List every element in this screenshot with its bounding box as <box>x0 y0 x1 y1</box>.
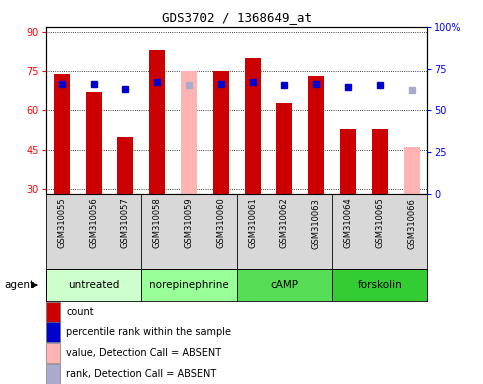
Text: GSM310058: GSM310058 <box>153 198 162 248</box>
Bar <box>46 323 60 342</box>
Bar <box>46 364 60 384</box>
Text: GSM310062: GSM310062 <box>280 198 289 248</box>
Bar <box>372 129 388 194</box>
Text: norepinephrine: norepinephrine <box>149 280 229 290</box>
Text: cAMP: cAMP <box>270 280 298 290</box>
Text: GSM310055: GSM310055 <box>57 198 66 248</box>
Bar <box>340 129 356 194</box>
Bar <box>117 136 133 194</box>
Bar <box>404 147 420 194</box>
Text: percentile rank within the sample: percentile rank within the sample <box>66 328 231 338</box>
Text: GSM310066: GSM310066 <box>407 198 416 248</box>
Text: GSM310056: GSM310056 <box>89 198 98 248</box>
Bar <box>46 269 142 301</box>
Text: agent: agent <box>5 280 35 290</box>
Bar <box>332 269 427 301</box>
Text: GSM310057: GSM310057 <box>121 198 130 248</box>
Text: count: count <box>66 307 94 317</box>
Text: GSM310064: GSM310064 <box>343 198 353 248</box>
Text: rank, Detection Call = ABSENT: rank, Detection Call = ABSENT <box>66 369 216 379</box>
Text: GSM310060: GSM310060 <box>216 198 225 248</box>
Text: GSM310061: GSM310061 <box>248 198 257 248</box>
Text: GSM310059: GSM310059 <box>185 198 194 248</box>
Bar <box>308 76 324 194</box>
Bar <box>276 103 292 194</box>
Bar <box>54 74 70 194</box>
Bar <box>85 92 101 194</box>
Bar <box>181 71 197 194</box>
Title: GDS3702 / 1368649_at: GDS3702 / 1368649_at <box>162 11 312 24</box>
Text: value, Detection Call = ABSENT: value, Detection Call = ABSENT <box>66 348 221 358</box>
Bar <box>46 302 60 322</box>
Bar <box>213 71 229 194</box>
Text: untreated: untreated <box>68 280 119 290</box>
Text: GSM310065: GSM310065 <box>375 198 384 248</box>
Bar <box>237 269 332 301</box>
Bar <box>46 343 60 363</box>
Bar <box>244 58 260 194</box>
Text: GSM310063: GSM310063 <box>312 198 321 248</box>
Bar <box>142 269 237 301</box>
Text: forskolin: forskolin <box>357 280 402 290</box>
Bar <box>149 50 165 194</box>
